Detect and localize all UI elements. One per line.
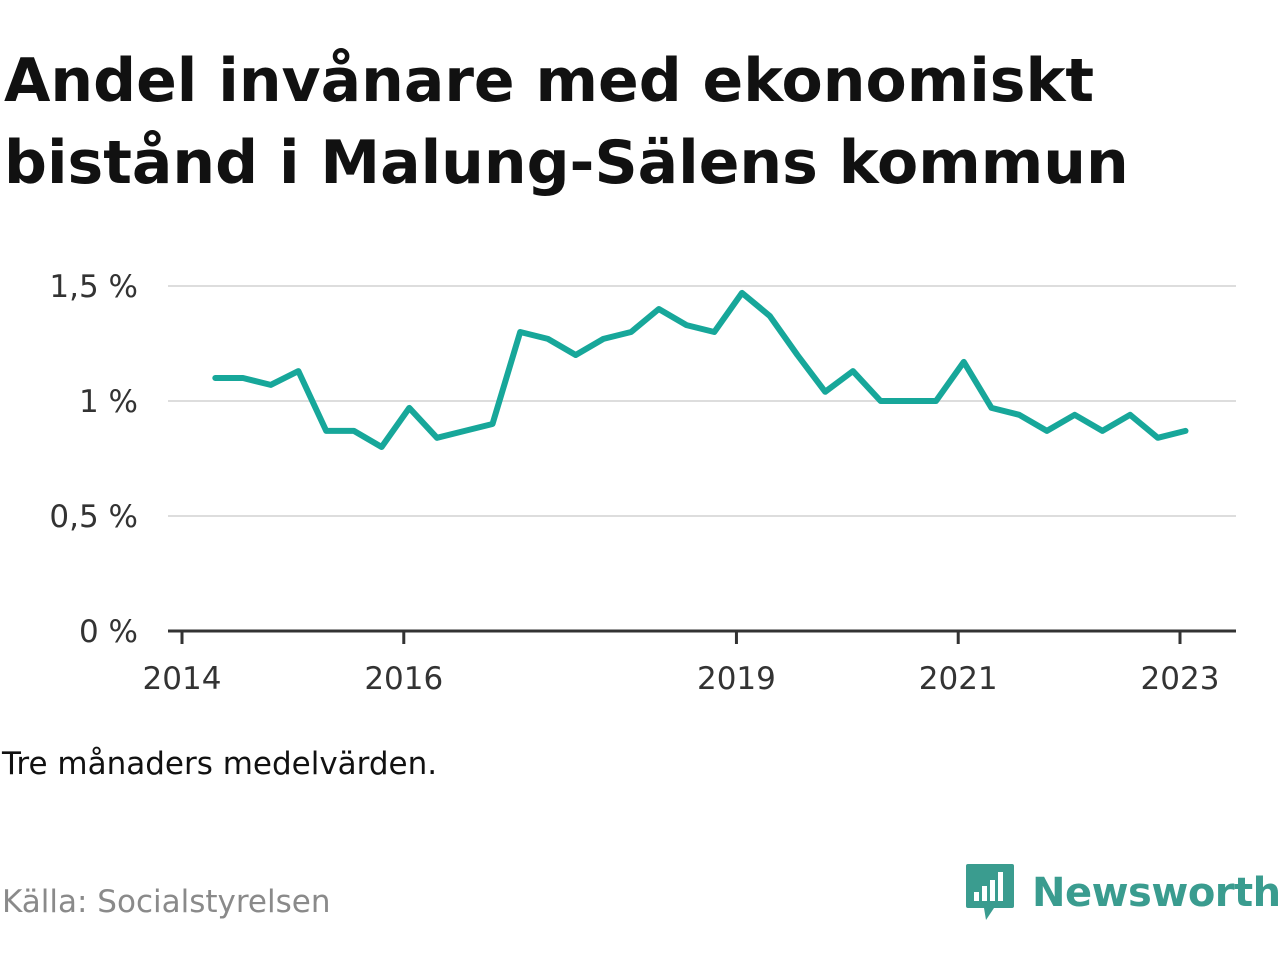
y-tick-label: 1,5 % — [49, 269, 138, 305]
x-tick-label: 2014 — [143, 661, 222, 697]
x-tick-label: 2023 — [1141, 661, 1220, 697]
newsworthy-logo-icon — [966, 864, 1014, 920]
y-axis-tick-labels: 0 % 0,5 % 1 % 1,5 % — [49, 269, 138, 650]
brand-name: Newsworthy — [1032, 870, 1280, 916]
x-tick-label: 2021 — [919, 661, 998, 697]
x-axis-tick-labels: 2014 2016 2019 2021 2023 — [143, 661, 1220, 697]
y-tick-label: 0 % — [79, 614, 138, 650]
x-tick-label: 2019 — [697, 661, 776, 697]
chart-title: Andel invånare med ekonomiskt bistånd i … — [4, 46, 1129, 198]
brand-logo: Newsworthy — [964, 862, 1280, 924]
chart-source: Källa: Socialstyrelsen — [2, 884, 331, 920]
series-line — [212, 289, 1189, 450]
chart-note: Tre månaders medelvärden. — [2, 746, 438, 782]
gridlines — [168, 285, 1236, 517]
y-tick-label: 1 % — [79, 384, 138, 420]
x-axis-ticks — [180, 631, 1182, 644]
x-tick-label: 2016 — [364, 661, 443, 697]
y-tick-label: 0,5 % — [49, 499, 138, 535]
